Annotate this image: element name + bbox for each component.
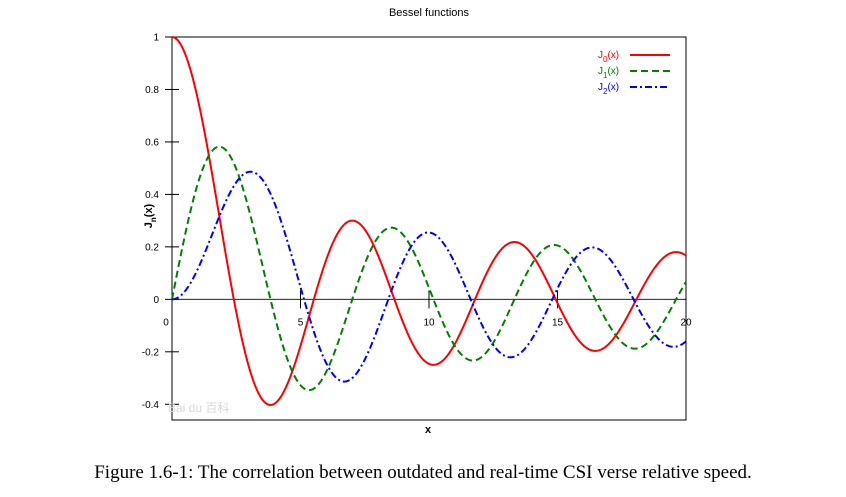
- y-tick-label: 0.4: [145, 190, 159, 201]
- figure-caption: Figure 1.6-1: The correlation between ou…: [94, 462, 752, 483]
- legend-label: J0(x): [598, 50, 619, 64]
- series-layer: [171, 36, 687, 406]
- y-axis-label: Jn(x): [143, 203, 158, 228]
- legend-label: J1(x): [598, 66, 619, 80]
- y-tick-label: 0.2: [145, 242, 159, 253]
- chart-title: Bessel functions: [389, 7, 470, 19]
- x-tick-label: 5: [298, 317, 304, 328]
- legend: J0(x) J1(x) J2(x): [598, 50, 670, 96]
- y-tick-label: 1: [153, 33, 159, 44]
- x-tick-label: 20: [680, 317, 692, 328]
- y-tick-label: -0.2: [142, 347, 160, 358]
- series-line-j2: [171, 170, 687, 383]
- bessel-chart: Bessel functions 1 0.8 0.6 0.4 0.2 0 -0.2 -0.4 0…: [142, 7, 692, 436]
- legend-entry-j2: J2(x): [598, 82, 670, 96]
- legend-entry-j0: J0(x): [598, 50, 670, 64]
- legend-label: J2(x): [598, 82, 619, 96]
- y-tick-label: -0.4: [142, 400, 160, 411]
- y-tick-label: 0: [153, 295, 159, 306]
- series-line-j0: [171, 36, 687, 406]
- axes: 1 0.8 0.6 0.4 0.2 0 -0.2 -0.4 0 5 10 15 20: [142, 33, 692, 421]
- y-tick-label: 0.6: [145, 137, 159, 148]
- x-tick-label: 10: [423, 317, 435, 328]
- series-line-j1: [171, 145, 687, 392]
- watermark: Bai du 百科: [168, 401, 229, 415]
- x-axis-label: x: [425, 424, 432, 436]
- plot-frame: [171, 36, 687, 421]
- legend-entry-j1: J1(x): [598, 66, 670, 80]
- y-tick-label: 0.8: [145, 85, 159, 96]
- x-tick-label: 0: [163, 317, 169, 328]
- x-tick-label: 15: [552, 317, 564, 328]
